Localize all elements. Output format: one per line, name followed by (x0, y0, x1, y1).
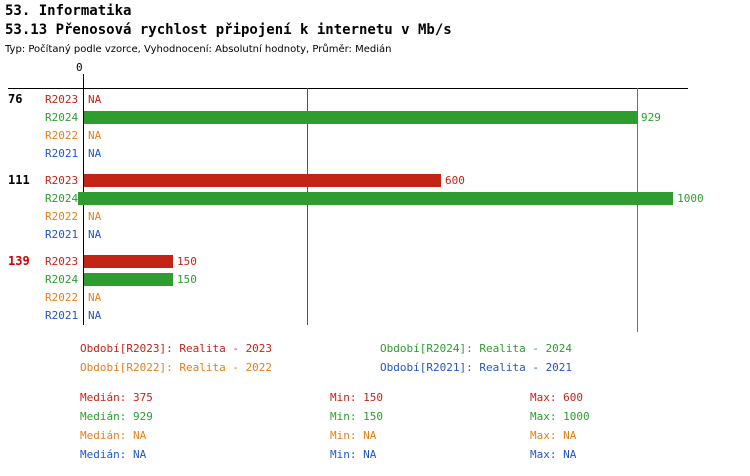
plot-top-border (8, 88, 688, 89)
bar-row: R2021 NA (0, 225, 690, 243)
bar-area: 150 (84, 270, 690, 288)
stat-max: Max: NA (530, 448, 577, 461)
period-label: R2024 (45, 110, 79, 124)
bar (84, 254, 173, 268)
stat-max: Max: 1000 (530, 410, 590, 423)
bar-value: NA (88, 128, 102, 142)
bar-row: R2024 929 (0, 108, 690, 126)
stat-min: Min: NA (330, 448, 377, 461)
bar-row: R2021 NA (0, 306, 690, 324)
bar-area: NA (84, 144, 690, 162)
bar-row: R2023 150 (0, 252, 690, 270)
plot-area (84, 88, 688, 332)
period-label: R2021 (45, 146, 79, 160)
gridline-median-2024 (637, 88, 638, 332)
bar-row: R2022 NA (0, 288, 690, 306)
bar-value: 150 (177, 254, 197, 268)
bar-area: 150 (84, 252, 690, 270)
gridline-median-2023 (307, 88, 308, 325)
bar-area: 600 (84, 171, 690, 189)
bar-value: 929 (641, 110, 661, 124)
period-label: R2023 (45, 254, 79, 268)
stat-max: Max: 600 (530, 391, 583, 404)
bar-row: R2023 NA (0, 90, 690, 108)
bar-value: NA (88, 92, 102, 106)
bar (84, 272, 173, 286)
bar-area: NA (84, 225, 690, 243)
bar-group: 76 R2023 NA R2024 929 R2022 NA R2021 NA (0, 90, 690, 162)
group-label: 111 (8, 173, 30, 187)
chart-meta: Typ: Počítaný podle vzorce, Vyhodnocení:… (5, 44, 392, 55)
period-label: R2022 (45, 128, 79, 142)
legend-item: Období[R2022]: Realita - 2022 (80, 361, 273, 374)
bar-row: R2022 NA (0, 126, 690, 144)
bar-row: R2022 NA (0, 207, 690, 225)
period-label: R2021 (45, 308, 79, 322)
period-label: R2021 (45, 227, 79, 241)
stat-min: Min: 150 (330, 391, 383, 404)
group-label: 139 (8, 254, 30, 268)
legend: Období[R2023]: Realita - 2023 Období[R202… (80, 343, 572, 374)
bar (78, 191, 674, 205)
bar-groups: 76 R2023 NA R2024 929 R2022 NA R2021 NA 111 R2023 6… (0, 90, 704, 333)
bar-area: NA (84, 90, 690, 108)
stats: Medián: 375 Min: 150 Max: 600 Medián: 929 Mi… (80, 392, 590, 461)
bar-area: 1000 (78, 189, 704, 207)
period-label: R2023 (45, 173, 79, 187)
bar-area: NA (84, 288, 690, 306)
bar-area: 929 (84, 108, 690, 126)
bar-value: NA (88, 146, 102, 160)
bar-value: NA (88, 290, 102, 304)
stat-min: Min: 150 (330, 410, 383, 423)
bar-row: R2024 150 (0, 270, 690, 288)
group-label: 76 (8, 92, 23, 106)
stat-median: Medián: NA (80, 429, 147, 442)
legend-item: Období[R2021]: Realita - 2021 (380, 361, 573, 374)
bar-group: 111 R2023 600 R2024 1000 R2022 NA R2021 NA (0, 171, 704, 243)
period-label: R2024 (45, 191, 79, 205)
bar-value: 1000 (677, 191, 704, 205)
stat-max: Max: NA (530, 429, 577, 442)
stat-median: Medián: 375 (80, 391, 153, 404)
axis-zero-label: 0 (76, 61, 83, 74)
bar (84, 110, 637, 124)
period-label: R2023 (45, 92, 79, 106)
bar-value: 600 (445, 173, 465, 187)
bar-group: 139 R2023 150 R2024 150 R2022 NA R2021 NA (0, 252, 690, 324)
bar-area: NA (84, 306, 690, 324)
indicator-title: 53.13 Přenosová rychlost připojení k int… (5, 22, 452, 38)
period-label: R2022 (45, 290, 79, 304)
period-label: R2024 (45, 272, 79, 286)
stat-min: Min: NA (330, 429, 377, 442)
bar-row: R2024 1000 (0, 189, 704, 207)
bar-value: NA (88, 227, 102, 241)
stat-median: Medián: NA (80, 448, 147, 461)
report-title: 53. Informatika (5, 3, 132, 19)
legend-item: Období[R2023]: Realita - 2023 (80, 342, 273, 355)
legend-item: Období[R2024]: Realita - 2024 (380, 342, 573, 355)
bar-row: R2023 600 (0, 171, 690, 189)
bar-area: NA (84, 207, 690, 225)
bar-value: NA (88, 308, 102, 322)
bar-value: 150 (177, 272, 197, 286)
bar-row: R2021 NA (0, 144, 690, 162)
period-label: R2022 (45, 209, 79, 223)
bar (84, 173, 441, 187)
stat-median: Medián: 929 (80, 410, 153, 423)
bar-area: NA (84, 126, 690, 144)
bar-value: NA (88, 209, 102, 223)
